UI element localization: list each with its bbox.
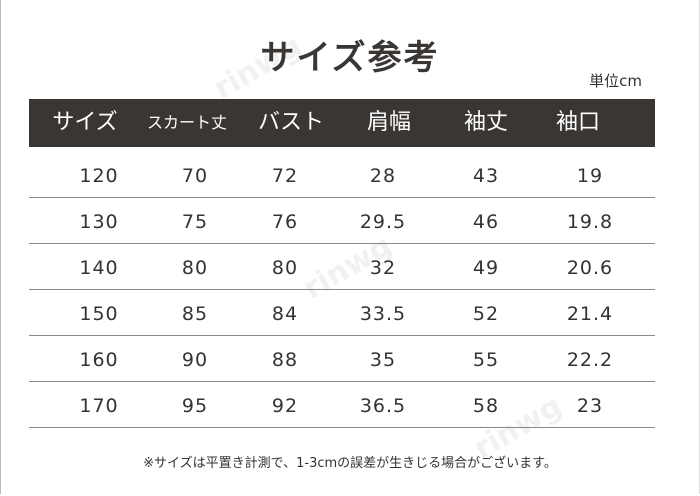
cell-size: 120 — [79, 165, 119, 187]
table-row: 120 70 72 28 43 19 — [29, 152, 655, 198]
measurement-note: ※サイズは平置き計測で、1-3cmの誤差が生きじる場合がございます。 — [143, 456, 557, 471]
cell-sleeve-length: 46 — [472, 211, 500, 233]
table-row: 160 90 88 35 55 22.2 — [29, 336, 655, 382]
unit-label: 単位cm — [589, 72, 642, 90]
cell-cuff: 21.4 — [566, 303, 614, 325]
cell-cuff: 22.2 — [566, 349, 614, 371]
cell-sleeve-length: 58 — [472, 395, 500, 417]
cell-bust: 72 — [271, 165, 299, 187]
cell-sleeve-length: 49 — [472, 257, 500, 279]
cell-skirt-length: 85 — [181, 303, 209, 325]
table-row: 130 75 76 29.5 46 19.8 — [29, 198, 655, 244]
cell-skirt-length: 90 — [181, 349, 209, 371]
cell-size: 150 — [79, 303, 119, 325]
header-skirt-length: スカート丈 — [146, 113, 228, 132]
cell-bust: 84 — [271, 303, 299, 325]
cell-sleeve-length: 52 — [472, 303, 500, 325]
cell-bust: 80 — [271, 257, 299, 279]
cell-shoulder: 29.5 — [359, 211, 407, 233]
table-row: 170 95 92 36.5 58 23 — [29, 382, 655, 428]
header-cuff: 袖口 — [555, 110, 601, 135]
header-shoulder: 肩幅 — [366, 110, 412, 135]
cell-skirt-length: 80 — [181, 257, 209, 279]
header-sleeve-length: 袖丈 — [463, 110, 509, 135]
cell-size: 170 — [79, 395, 119, 417]
page-title: サイズ参考 — [260, 38, 440, 78]
cell-skirt-length: 70 — [181, 165, 209, 187]
cell-shoulder: 36.5 — [359, 395, 407, 417]
header-size: サイズ — [52, 110, 118, 135]
cell-size: 130 — [79, 211, 119, 233]
cell-sleeve-length: 43 — [472, 165, 500, 187]
header-bust: バスト — [257, 110, 325, 135]
cell-sleeve-length: 55 — [472, 349, 500, 371]
cell-bust: 76 — [271, 211, 299, 233]
cell-shoulder: 33.5 — [359, 303, 407, 325]
cell-cuff: 20.6 — [566, 257, 614, 279]
cell-shoulder: 28 — [369, 165, 397, 187]
cell-cuff: 19 — [576, 165, 604, 187]
cell-cuff: 19.8 — [566, 211, 614, 233]
table-row: 140 80 80 32 49 20.6 — [29, 244, 655, 290]
cell-bust: 88 — [271, 349, 299, 371]
cell-shoulder: 32 — [369, 257, 397, 279]
cell-size: 140 — [79, 257, 119, 279]
cell-bust: 92 — [271, 395, 299, 417]
cell-shoulder: 35 — [369, 349, 397, 371]
cell-skirt-length: 75 — [181, 211, 209, 233]
table-row: 150 85 84 33.5 52 21.4 — [29, 290, 655, 336]
cell-cuff: 23 — [576, 395, 604, 417]
cell-skirt-length: 95 — [181, 395, 209, 417]
table-header: サイズ スカート丈 バスト 肩幅 袖丈 袖口 — [29, 99, 655, 147]
cell-size: 160 — [79, 349, 119, 371]
